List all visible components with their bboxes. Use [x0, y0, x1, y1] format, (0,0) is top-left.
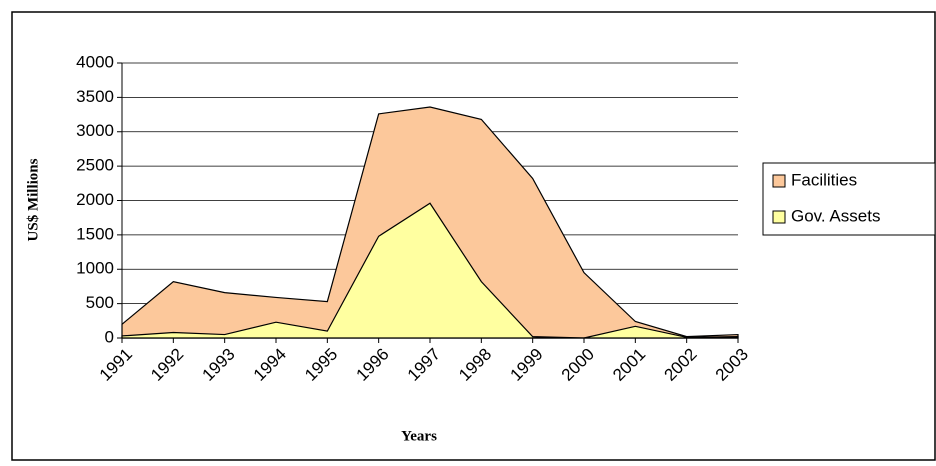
legend-box [762, 162, 936, 236]
legend-label: Gov. Assets [791, 206, 880, 225]
legend-label: Facilities [791, 170, 857, 189]
y-tick-label: 3500 [76, 87, 114, 106]
y-tick-label: 1500 [76, 224, 114, 243]
y-tick-label: 2000 [76, 190, 114, 209]
y-tick-label: 3000 [76, 121, 114, 140]
area [121, 202, 739, 339]
legend-swatch [772, 210, 786, 224]
y-tick-label: 1000 [76, 259, 114, 278]
legend-swatch [772, 174, 786, 188]
y-tick-label: 2500 [76, 156, 114, 175]
y-tick-label: 500 [86, 293, 114, 312]
x-axis-label: Years [401, 428, 437, 444]
y-tick-label: 0 [105, 327, 114, 346]
y-tick-label: 4000 [76, 52, 114, 71]
y-axis-label: US$ Millions [25, 158, 41, 241]
